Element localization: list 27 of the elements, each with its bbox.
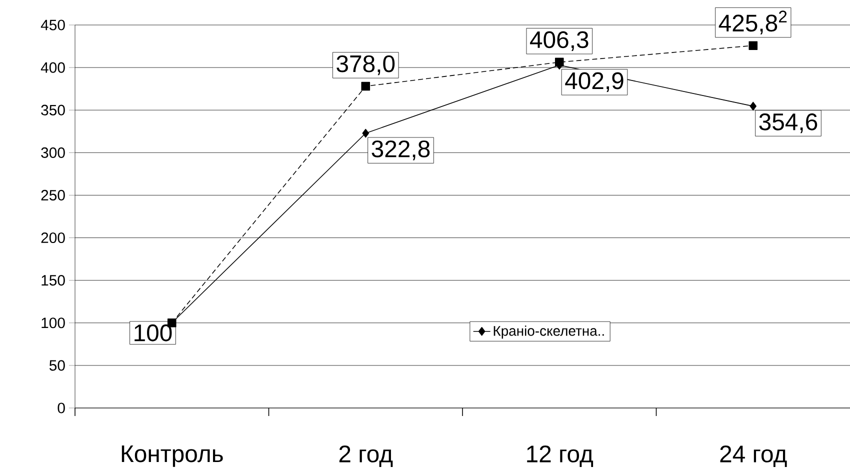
y-tick-label: 0 xyxy=(58,402,65,414)
data-label: 406,3 xyxy=(530,31,588,51)
x-tick-label: Контроль xyxy=(122,446,223,467)
point xyxy=(361,82,370,91)
legend-label: Краніо-скелетна.. xyxy=(494,326,604,339)
point xyxy=(362,128,370,138)
data-label: 425,8$^{2}$ xyxy=(718,10,787,34)
data-label: 100 xyxy=(134,324,172,342)
y-tick-label: 100 xyxy=(42,318,65,328)
y-tick-label: 150 xyxy=(42,275,65,286)
data-label: 354,6 xyxy=(759,113,818,134)
y-tick-label: 50 xyxy=(49,360,65,371)
point xyxy=(554,58,564,67)
y-tick-label: 200 xyxy=(41,232,65,244)
x-tick-label: 24 год xyxy=(720,446,787,467)
point xyxy=(750,102,757,111)
data-label: 378,0 xyxy=(336,55,395,76)
y-tick-label: 400 xyxy=(40,62,65,73)
y-tick-label: 250 xyxy=(41,190,65,200)
data-label: 402,9 xyxy=(565,72,624,92)
x-tick-label: 12 год xyxy=(527,446,594,467)
point xyxy=(748,41,758,50)
data-label: 322,8 xyxy=(372,140,430,160)
y-tick-label: 350 xyxy=(41,104,65,116)
y-tick-label: 300 xyxy=(41,147,65,158)
x-tick-label: 2 год xyxy=(339,446,393,467)
y-tick-label: 450 xyxy=(40,20,65,30)
